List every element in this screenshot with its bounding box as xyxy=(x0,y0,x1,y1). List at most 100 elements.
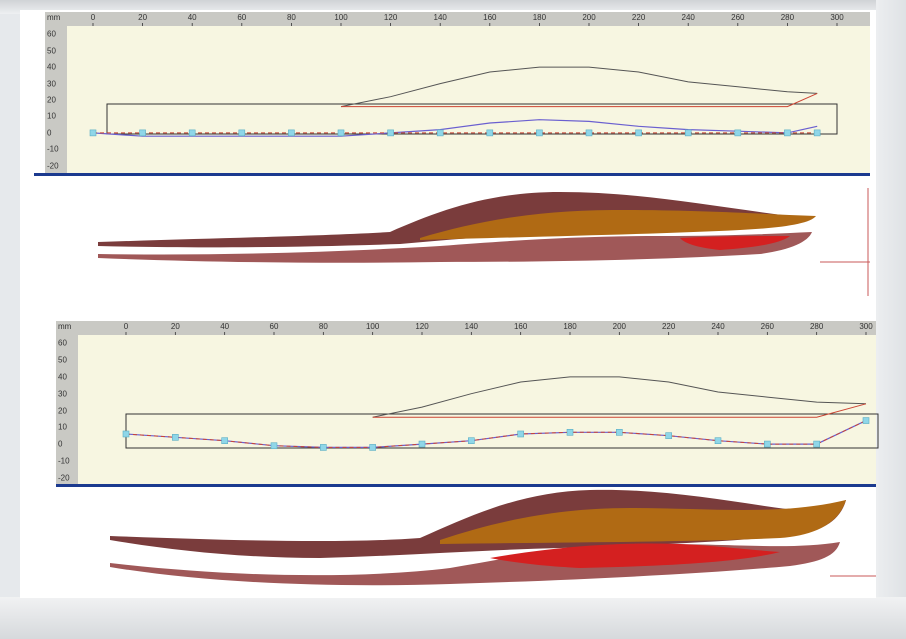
x-tick-label: 160 xyxy=(513,322,528,331)
surface-red-2 xyxy=(490,543,780,568)
control-point xyxy=(813,440,820,448)
x-tick-label: 100 xyxy=(365,322,380,331)
x-tick-label: 200 xyxy=(612,322,627,331)
x-tick-label: 220 xyxy=(661,322,676,331)
sole-reference-line xyxy=(341,92,818,108)
last-3d-render-1 xyxy=(98,188,870,296)
x-tick-label: 260 xyxy=(760,322,775,331)
x-tick-label: 20 xyxy=(138,13,148,22)
insole-line xyxy=(92,119,818,137)
control-point xyxy=(635,129,642,137)
surface-dark-1 xyxy=(98,192,790,248)
control-point xyxy=(387,129,394,137)
control-point xyxy=(468,437,475,444)
x-tick-label: 40 xyxy=(220,322,230,331)
top-profile-line xyxy=(340,66,818,108)
profile-chart-panel-2: mm 0 20 40 60 80 100 120 140 160 180 200 220 240 260 2… xyxy=(56,321,879,486)
control-point xyxy=(616,429,623,436)
x-tick-label: 160 xyxy=(483,13,497,22)
chart-svg-1 xyxy=(89,23,838,137)
surface-orange-1 xyxy=(420,210,816,240)
ruler-unit-label: mm xyxy=(58,322,72,331)
y-tick-label: -20 xyxy=(58,473,70,483)
chart-plot-area-2[interactable] xyxy=(78,335,876,486)
chart-plot-area-1[interactable] xyxy=(67,26,870,174)
x-tick-label: 20 xyxy=(170,322,180,331)
baseline-line xyxy=(125,420,867,448)
control-point xyxy=(764,440,771,448)
y-tick-label: 50 xyxy=(47,46,56,56)
control-point xyxy=(486,129,494,137)
x-tick-label: 120 xyxy=(383,13,398,22)
y-tick-label: 30 xyxy=(58,389,67,399)
chart-svg-2 xyxy=(122,332,879,451)
y-tick-label: 10 xyxy=(47,111,56,121)
window-right-edge xyxy=(876,0,906,639)
control-point xyxy=(172,434,179,441)
control-point xyxy=(89,129,97,137)
control-point xyxy=(585,129,593,137)
y-tick-label: 40 xyxy=(58,372,67,382)
x-tick-label: 300 xyxy=(830,13,844,22)
panel-separator-2 xyxy=(56,484,876,487)
y-tick-label: 10 xyxy=(58,422,67,432)
x-tick-label: 80 xyxy=(286,13,296,22)
x-tick-label: 180 xyxy=(563,322,577,331)
surface-red-1 xyxy=(680,236,790,250)
control-point xyxy=(221,437,228,444)
x-tick-label: 100 xyxy=(334,13,348,22)
control-point xyxy=(862,417,870,424)
surface-mid-1 xyxy=(98,232,812,263)
control-point xyxy=(684,129,692,137)
control-point xyxy=(734,129,742,137)
control-point xyxy=(320,444,327,451)
control-point xyxy=(566,429,574,436)
control-point xyxy=(337,129,345,137)
y-tick-label: -10 xyxy=(58,456,70,466)
control-point xyxy=(288,129,295,137)
y-tick-label: 20 xyxy=(47,95,56,105)
control-point xyxy=(369,444,376,451)
x-tick-label: 300 xyxy=(859,322,873,331)
last-outline-frame xyxy=(106,103,838,135)
x-tick-label: 0 xyxy=(123,322,129,331)
y-tick-label: 0 xyxy=(47,128,52,138)
x-tick-label: 180 xyxy=(532,13,547,22)
control-point xyxy=(238,129,246,137)
y-tick-label: 20 xyxy=(58,406,67,415)
x-tick-label: 60 xyxy=(237,13,247,22)
control-point xyxy=(784,129,791,137)
document-canvas: mm 0 20 40 60 80 100 120 140 160 180 200 220 240 260 2… xyxy=(20,10,879,598)
x-tick-label: 40 xyxy=(187,13,197,22)
window-bottom-edge xyxy=(0,597,906,639)
top-profile-line xyxy=(372,376,867,418)
x-tick-label: 80 xyxy=(318,322,328,331)
x-tick-label: 240 xyxy=(711,322,725,331)
control-point xyxy=(536,129,543,137)
control-point xyxy=(122,430,130,438)
sole-reference-line xyxy=(372,403,867,418)
y-tick-label: -20 xyxy=(47,161,59,171)
x-tick-label: 220 xyxy=(631,13,646,22)
panel-separator-1 xyxy=(34,173,870,176)
x-tick-label: 260 xyxy=(731,13,745,22)
x-tick-label: 280 xyxy=(809,322,824,331)
y-tick-label: 50 xyxy=(58,355,67,365)
surface-orange-2 xyxy=(440,500,846,544)
x-tick-label: 200 xyxy=(582,13,596,22)
y-tick-label: 60 xyxy=(47,29,56,39)
x-tick-label: 140 xyxy=(433,13,447,22)
control-point xyxy=(418,440,426,448)
x-tick-label: 0 xyxy=(90,13,96,22)
x-tick-label: 60 xyxy=(269,322,279,331)
x-tick-label: 280 xyxy=(780,13,795,22)
control-point xyxy=(665,432,672,439)
control-point xyxy=(813,129,821,137)
control-point xyxy=(436,129,444,137)
x-tick-label: 120 xyxy=(415,322,429,331)
y-tick-label: 30 xyxy=(47,79,56,89)
control-point xyxy=(517,430,524,438)
last-3d-render-2 xyxy=(110,489,876,586)
y-tick-label: -10 xyxy=(47,144,59,154)
profile-chart-panel-1: mm 0 20 40 60 80 100 120 140 160 180 200 220 240 260 2… xyxy=(45,12,870,174)
